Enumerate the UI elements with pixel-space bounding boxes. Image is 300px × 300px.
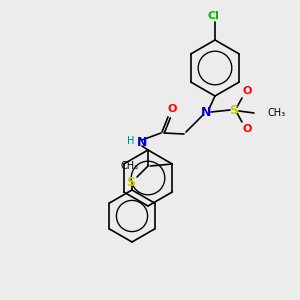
- Text: O: O: [167, 104, 177, 114]
- Text: Cl: Cl: [207, 11, 219, 21]
- Text: O: O: [242, 124, 252, 134]
- Text: CH₃: CH₃: [267, 108, 285, 118]
- Text: S: S: [127, 176, 136, 190]
- Text: CH₃: CH₃: [120, 161, 138, 171]
- Text: O: O: [242, 86, 252, 96]
- Text: H: H: [127, 136, 134, 146]
- Text: N: N: [201, 106, 211, 118]
- Text: S: S: [230, 103, 238, 116]
- Text: N: N: [137, 136, 147, 149]
